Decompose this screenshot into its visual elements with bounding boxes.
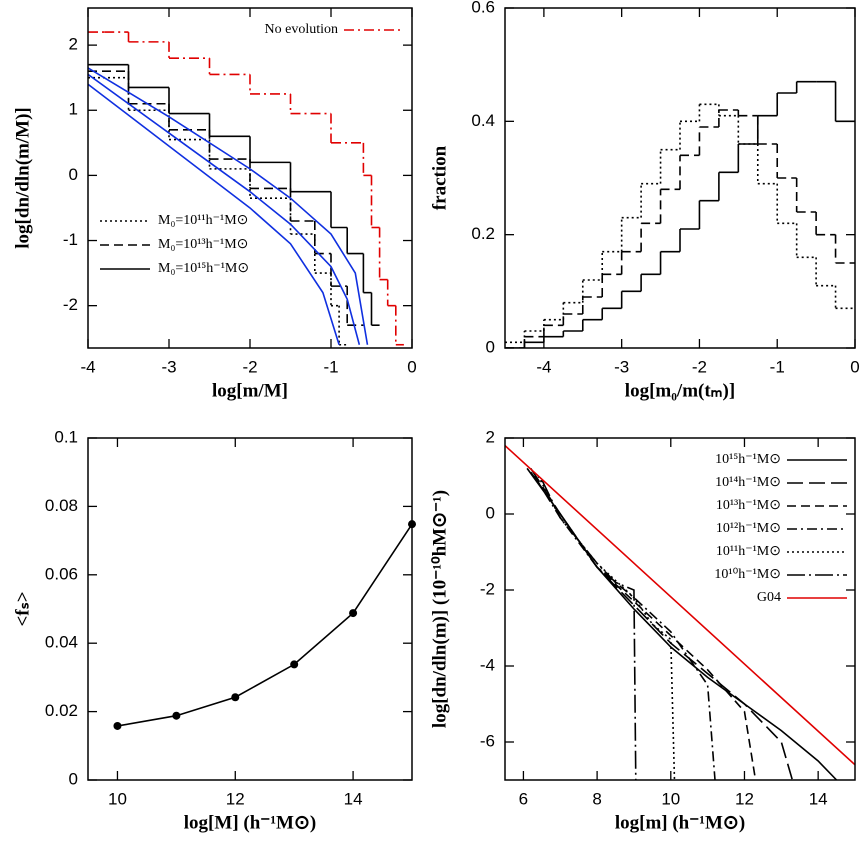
x-tick-label: -4: [80, 357, 95, 376]
x-tick-label: 12: [226, 789, 245, 808]
plot-area: [117, 523, 412, 727]
x-tick-label: -4: [536, 357, 551, 376]
plot-area: [505, 445, 855, 780]
y-axis-label: log[dn/dln(m)] (10⁻¹⁰hM⊙⁻¹): [429, 490, 450, 728]
point: [113, 721, 122, 730]
y-tick-label: 2: [69, 35, 78, 54]
legend-label: M₀=10¹⁵h⁻¹M⊙: [158, 261, 249, 276]
y-tick-label: -6: [480, 731, 495, 750]
y-tick-label: -2: [63, 295, 78, 314]
plot-area: [505, 80, 855, 348]
series-line: [88, 67, 369, 345]
y-tick-label: 2: [486, 427, 495, 446]
series-line: [505, 445, 855, 766]
y-axis-label: log[dn/dln(m/M)]: [12, 107, 33, 248]
x-tick-label: 14: [809, 789, 828, 808]
y-tick-label: 0: [69, 165, 78, 184]
legend-label: M₀=10¹¹h⁻¹M⊙: [158, 213, 248, 228]
series-line: [530, 467, 794, 780]
x-axis-label: log[m] (h⁻¹M⊙): [615, 812, 745, 833]
x-tick-label: 10: [661, 789, 680, 808]
point: [172, 711, 181, 720]
x-axis-label: log[m/M]: [212, 380, 288, 401]
y-tick-label: 0.1: [54, 427, 78, 446]
series-line: [533, 475, 716, 780]
series-line: [530, 471, 757, 780]
y-tick-label: 0: [486, 337, 495, 356]
x-axis-label: log[m₀/m(tₘ)]: [625, 380, 735, 401]
x-tick-label: 10: [108, 789, 127, 808]
legend-label: 10¹²h⁻¹M⊙: [716, 521, 781, 536]
y-tick-label: 0.08: [45, 496, 78, 515]
x-tick-label: 8: [592, 789, 601, 808]
x-axis-label: log[M] (h⁻¹M⊙): [184, 812, 316, 833]
legend-label: G04: [757, 590, 781, 605]
x-tick-label: -1: [770, 357, 785, 376]
y-tick-label: 0.06: [45, 564, 78, 583]
plot-area: [88, 31, 404, 346]
y-tick-label: 0.2: [471, 224, 495, 243]
legend-label: 10¹¹h⁻¹M⊙: [716, 544, 781, 559]
x-tick-label: 6: [519, 789, 528, 808]
x-tick-label: 14: [344, 789, 363, 808]
y-tick-label: 0.02: [45, 701, 78, 720]
point: [231, 693, 240, 702]
y-tick-label: 0.6: [471, 0, 495, 16]
x-tick-label: -2: [692, 357, 707, 376]
legend-label: No evolution: [265, 22, 339, 37]
series-line: [117, 523, 412, 727]
series-line: [88, 83, 340, 345]
x-tick-label: 0: [850, 357, 859, 376]
y-axis-label: <fₛ>: [12, 591, 33, 626]
series-line: [88, 73, 361, 345]
legend-label: 10¹⁵h⁻¹M⊙: [715, 452, 781, 467]
plot-frame: [504, 7, 856, 349]
plot-frame: [504, 437, 856, 781]
x-tick-label: -1: [323, 357, 338, 376]
y-tick-label: -2: [480, 579, 495, 598]
x-tick-label: 0: [407, 357, 416, 376]
series-line: [541, 479, 637, 780]
y-tick-label: 0.4: [471, 111, 495, 130]
plot-frame: [87, 437, 413, 781]
plot-frame: [87, 7, 413, 349]
y-tick-label: 1: [69, 100, 78, 119]
legend-label: 10¹⁴h⁻¹M⊙: [715, 475, 781, 490]
legend-label: 10¹³h⁻¹M⊙: [716, 498, 781, 513]
y-tick-label: 0.04: [45, 633, 78, 652]
x-tick-label: 12: [735, 789, 754, 808]
point: [290, 660, 299, 669]
x-tick-label: -3: [614, 357, 629, 376]
legend-label: M₀=10¹³h⁻¹M⊙: [158, 237, 248, 252]
y-tick-label: 0: [486, 503, 495, 522]
series-line: [526, 467, 838, 780]
y-tick-label: 0: [69, 769, 78, 788]
y-axis-label: fraction: [429, 145, 450, 210]
point: [349, 609, 358, 618]
x-tick-label: -2: [242, 357, 257, 376]
series-line: [537, 475, 676, 780]
y-tick-label: -4: [480, 655, 495, 674]
y-tick-label: -1: [63, 230, 78, 249]
x-tick-label: -3: [161, 357, 176, 376]
legend-label: 10¹⁰h⁻¹M⊙: [714, 567, 781, 582]
